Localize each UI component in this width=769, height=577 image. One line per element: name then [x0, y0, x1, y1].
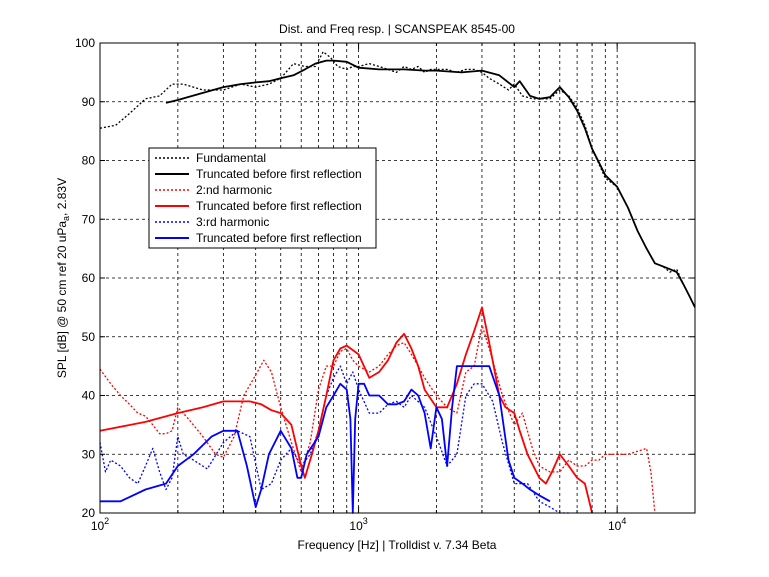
y-tick-label: 40: [82, 389, 96, 403]
plot-area: [100, 43, 695, 513]
legend-entry: Truncated before first reflection: [196, 167, 362, 181]
legend: Fundamental Truncated before first reflec…: [148, 147, 377, 249]
legend-entry: Fundamental: [196, 151, 266, 165]
chart-title: Dist. and Freq resp. | SCANSPEAK 8545-00: [279, 22, 515, 36]
series-line: [100, 365, 551, 514]
series-line: [99, 365, 569, 514]
grid-lines: [100, 43, 695, 513]
legend-entry: Truncated before first reflection: [196, 231, 362, 245]
y-axis-label: SPL [dB] @ 50 cm ref 20 uPaa, 2.83V: [55, 178, 71, 378]
legend-box: [148, 147, 377, 249]
x-tick-label: 103: [349, 516, 367, 533]
y-tick-label: 100: [75, 36, 95, 50]
y-tick-label: 90: [82, 95, 96, 109]
y-axis-label-tail: , 2.83V: [55, 178, 69, 216]
y-tick-label: 50: [82, 330, 96, 344]
x-axis-label: Frequency [Hz] | Trolldist v. 7.34 Beta: [298, 538, 497, 552]
y-axis-label-sub: a: [61, 216, 71, 221]
y-tick-label: 30: [82, 447, 96, 461]
y-tick-label: 70: [82, 212, 96, 226]
series-layer: [99, 51, 696, 514]
x-tick-label: 102: [91, 516, 109, 533]
y-tick-label: 20: [82, 506, 96, 520]
series-line: [99, 306, 593, 514]
x-tick-label: 104: [608, 516, 626, 533]
legend-entry: 3:rd harmonic: [196, 215, 269, 229]
legend-entry: Truncated before first reflection: [196, 199, 362, 213]
axes: 20 30 40 50 60 70 80 90 100 102 103 104: [75, 36, 696, 533]
y-tick-label: 60: [82, 271, 96, 285]
y-tick-label: 80: [82, 154, 96, 168]
series-line: [165, 59, 696, 308]
legend-entry: 2:nd harmonic: [196, 183, 272, 197]
series-line: [99, 324, 656, 514]
y-axis-label-main: SPL [dB] @ 50 cm ref 20 uPa: [55, 221, 69, 378]
